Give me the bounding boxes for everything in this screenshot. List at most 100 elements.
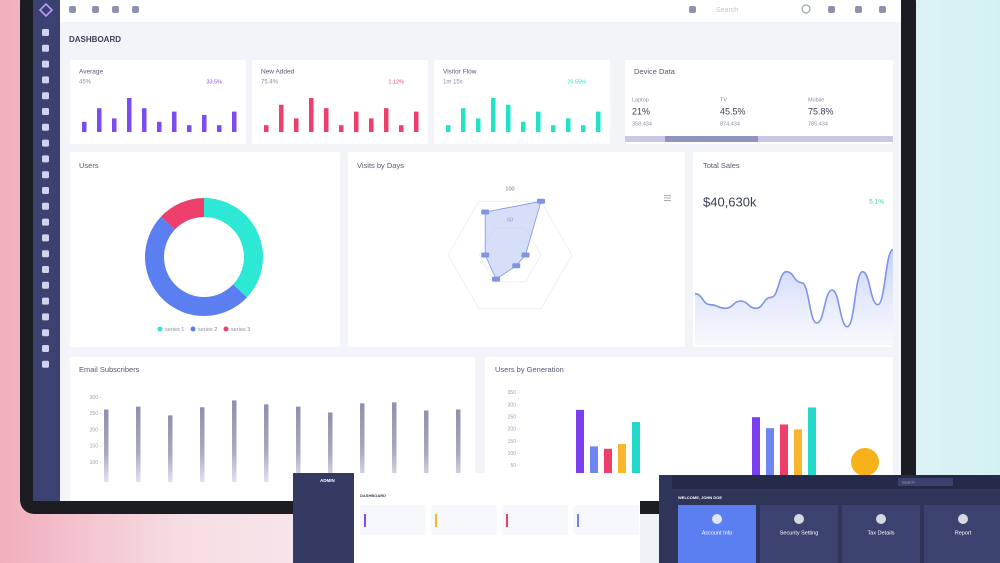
spark-bar <box>384 108 389 132</box>
menu-icon[interactable] <box>664 197 671 199</box>
stat-value: 45% <box>79 80 92 86</box>
range-bar <box>136 406 141 482</box>
card-title: Total Sales <box>703 161 740 170</box>
sidebar-icon[interactable] <box>42 171 49 179</box>
spark-bar <box>82 121 87 132</box>
radar-point <box>492 276 501 282</box>
device-label: Laptop <box>632 97 649 103</box>
stat-change: 26.55% <box>567 79 586 85</box>
toolbar-icon[interactable] <box>69 6 76 13</box>
bar <box>632 422 640 478</box>
sales-change: 5.1% <box>869 199 884 206</box>
range-bar <box>360 403 365 482</box>
spark-bar <box>399 125 404 132</box>
range-bar <box>392 402 397 482</box>
toolbar-icon[interactable] <box>132 6 139 13</box>
mini-brand: ADMIN <box>320 478 335 483</box>
mini-search[interactable] <box>898 478 953 486</box>
menu-icon[interactable] <box>664 200 671 201</box>
toolbar-icon[interactable] <box>828 6 835 13</box>
spark-bar <box>279 104 284 132</box>
fab-button[interactable] <box>851 448 879 476</box>
sidebar-icon[interactable] <box>42 266 49 273</box>
spark-bar <box>294 118 299 132</box>
spark-bar <box>157 121 162 132</box>
sidebar-icon[interactable] <box>42 187 49 194</box>
sidebar-icon[interactable] <box>42 218 49 226</box>
spark-bar <box>446 125 451 132</box>
spark-bar <box>112 118 117 132</box>
sidebar-icon[interactable] <box>42 234 49 242</box>
stat-label: Visitor Flow <box>443 69 477 76</box>
sidebar-icon[interactable] <box>42 108 49 115</box>
bar <box>752 417 760 478</box>
toolbar-icon[interactable] <box>112 6 119 13</box>
stat-value: 75.4% <box>261 80 279 86</box>
sidebar-icon[interactable] <box>42 44 49 52</box>
spark-bar <box>127 98 132 132</box>
range-bar <box>424 410 429 482</box>
bar <box>618 443 626 478</box>
mini-feature-icon <box>876 514 886 524</box>
search-icon[interactable] <box>801 4 811 14</box>
bar <box>780 424 788 478</box>
donut-slice <box>204 198 263 298</box>
mini-sidebar <box>293 473 354 563</box>
mini-accent <box>506 514 508 527</box>
range-bar <box>456 409 461 482</box>
spark-bar <box>566 118 571 132</box>
spark-bar <box>414 111 419 132</box>
sidebar-icon[interactable] <box>42 60 49 68</box>
sidebar-icon[interactable] <box>42 313 49 321</box>
menu-icon[interactable] <box>664 195 671 196</box>
bar <box>590 446 598 478</box>
y-tick-label: 250 <box>90 411 99 417</box>
sidebar-icon[interactable] <box>42 345 49 352</box>
mini-search-text: Search <box>902 480 915 485</box>
stat-value: 1m 15s <box>443 80 463 86</box>
stat-label: Average <box>79 69 103 76</box>
sales-area <box>695 249 893 345</box>
sidebar-icon[interactable] <box>42 202 49 210</box>
spark-bar <box>369 118 374 132</box>
toolbar-icon[interactable] <box>855 6 862 13</box>
spark-bar <box>309 98 314 132</box>
toolbar-icon[interactable] <box>879 6 886 13</box>
card-title: Users <box>79 161 99 170</box>
sidebar-icon[interactable] <box>42 329 49 337</box>
stat-label: New Added <box>261 69 295 76</box>
card-title: Users by Generation <box>495 365 564 374</box>
card <box>693 152 893 347</box>
range-bar <box>232 400 237 482</box>
search-box[interactable] <box>712 4 817 17</box>
mini-card <box>431 505 497 535</box>
search-input[interactable]: Search <box>716 7 738 14</box>
mini-card <box>502 505 568 535</box>
sidebar-icon[interactable] <box>42 123 49 131</box>
sidebar-icon[interactable] <box>42 281 49 289</box>
radar-point <box>512 263 521 269</box>
sidebar-icon[interactable] <box>42 360 49 368</box>
sidebar-icon[interactable] <box>42 250 49 258</box>
sidebar-icon[interactable] <box>42 139 49 147</box>
y-tick-label: 100 <box>508 451 517 457</box>
spark-bar <box>339 125 344 132</box>
toolbar-icon[interactable] <box>689 6 696 13</box>
sidebar-icon[interactable] <box>42 76 49 84</box>
spark-bar <box>97 108 102 132</box>
mini-feature-title: Report <box>955 530 972 536</box>
bar <box>576 409 584 478</box>
device-percent: 75.8% <box>808 106 834 116</box>
spark-bar <box>581 125 586 132</box>
sidebar-icon[interactable] <box>42 29 49 36</box>
sidebar-icon[interactable] <box>42 297 49 305</box>
spark-bar <box>232 111 237 132</box>
sidebar-icon[interactable] <box>42 155 49 163</box>
sidebar-icon[interactable] <box>42 92 49 100</box>
card-title: Visits by Days <box>357 161 404 170</box>
toolbar-icon[interactable] <box>92 6 99 13</box>
spark-bar <box>264 125 269 132</box>
spark-bar <box>354 111 359 132</box>
spark-bar <box>506 104 511 132</box>
radar-ring <box>447 200 573 310</box>
